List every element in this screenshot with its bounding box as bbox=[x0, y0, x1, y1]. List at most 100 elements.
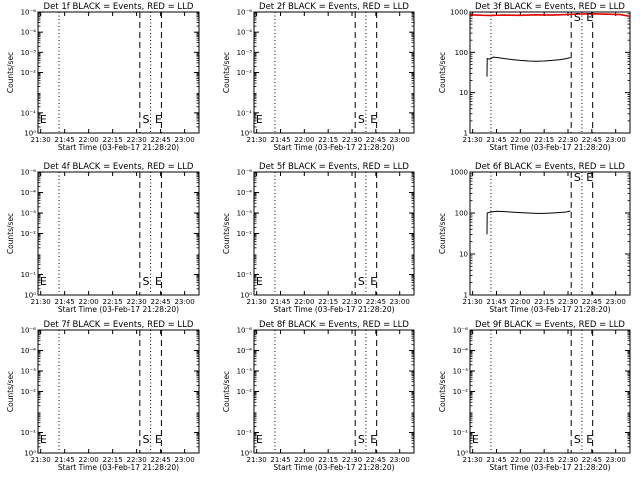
panel-title: Det 9f BLACK = Events, RED = LLD bbox=[475, 320, 625, 330]
interval-marker: E bbox=[370, 433, 377, 446]
plot-frame bbox=[253, 171, 415, 296]
series-line-2 bbox=[469, 12, 631, 18]
interval-marker: E bbox=[40, 113, 47, 126]
y-tick-label: 10⁻⁴ bbox=[237, 189, 253, 197]
y-tick-label: 10 bbox=[459, 251, 468, 259]
x-tick-label: 22:30 bbox=[342, 456, 362, 464]
y-tick-label: 10⁰ bbox=[240, 292, 252, 300]
x-axis-label: Start Time (03-Feb-17 21:28:20) bbox=[273, 463, 394, 472]
x-tick-label: 21:30 bbox=[463, 456, 483, 464]
x-tick-label: 22:00 bbox=[510, 298, 530, 306]
y-tick-label: 1000 bbox=[450, 169, 468, 177]
plot-frame bbox=[253, 329, 415, 454]
y-tick-label: 10⁻³ bbox=[21, 210, 37, 218]
x-tick-label: 22:30 bbox=[127, 136, 147, 144]
x-tick-label: 21:30 bbox=[31, 298, 51, 306]
y-tick-label: 10⁻¹ bbox=[21, 109, 37, 117]
y-tick-label: 10⁻⁶ bbox=[237, 169, 253, 177]
x-tick-label: 22:45 bbox=[582, 298, 602, 306]
x-tick-label: 22:45 bbox=[151, 298, 171, 306]
y-tick-label: 10⁻³ bbox=[237, 210, 253, 218]
x-tick-label: 22:45 bbox=[582, 136, 602, 144]
y-tick-label: 10⁻³ bbox=[21, 49, 37, 57]
y-tick-label: 10⁻³ bbox=[453, 368, 469, 376]
x-tick-label: 22:00 bbox=[510, 136, 530, 144]
interval-marker: E bbox=[155, 433, 162, 446]
x-tick-label: 21:30 bbox=[247, 456, 267, 464]
interval-marker: E bbox=[472, 433, 479, 446]
x-tick-label: 21:45 bbox=[55, 136, 75, 144]
plot-frame bbox=[37, 171, 200, 296]
interval-marker: E bbox=[40, 275, 47, 288]
x-tick-label: 22:45 bbox=[151, 136, 171, 144]
plot-frame bbox=[37, 11, 200, 134]
panel-8: Det 8f BLACK = Events, RED = LLD 21:30 21:… bbox=[222, 320, 415, 472]
interval-marker: E bbox=[155, 113, 162, 126]
x-tick-label: 22:30 bbox=[127, 456, 147, 464]
x-tick-label: 21:45 bbox=[55, 456, 75, 464]
x-tick-label: 21:45 bbox=[270, 136, 290, 144]
x-axis-label: Start Time (03-Feb-17 21:28:20) bbox=[58, 463, 179, 472]
y-tick-label: 10⁰ bbox=[24, 450, 36, 458]
y-tick-label: 10⁻⁴ bbox=[237, 29, 253, 37]
panel-title: Det 2f BLACK = Events, RED = LLD bbox=[259, 2, 409, 12]
interval-marker: S bbox=[358, 433, 365, 446]
interval-marker: E bbox=[40, 433, 47, 446]
x-tick-label: 22:30 bbox=[342, 136, 362, 144]
panel-4: Det 4f BLACK = Events, RED = LLD 21:30 21:… bbox=[6, 162, 200, 314]
x-tick-label: 23:00 bbox=[606, 136, 626, 144]
y-axis-label: Counts/sec bbox=[6, 52, 15, 93]
interval-marker: S bbox=[574, 11, 581, 24]
interval-marker: E bbox=[256, 433, 263, 446]
y-tick-label: 10⁻³ bbox=[237, 368, 253, 376]
plot-frame bbox=[469, 171, 631, 296]
x-axis-label: Start Time (03-Feb-17 21:28:20) bbox=[58, 305, 179, 314]
y-axis-label: Counts/sec bbox=[6, 371, 15, 412]
x-tick-label: 22:00 bbox=[79, 136, 99, 144]
x-tick-label: 21:45 bbox=[270, 456, 290, 464]
interval-marker: E bbox=[586, 11, 593, 24]
y-tick-label: 10⁻² bbox=[21, 388, 37, 396]
x-tick-label: 22:30 bbox=[558, 136, 578, 144]
y-axis-label: Counts/sec bbox=[438, 371, 447, 412]
x-tick-label: 22:45 bbox=[366, 136, 386, 144]
y-tick-label: 10⁻² bbox=[237, 230, 253, 238]
y-tick-label: 100 bbox=[455, 49, 468, 57]
y-tick-label: 10⁻¹ bbox=[237, 429, 253, 437]
y-axis-label: Counts/sec bbox=[222, 213, 231, 254]
x-tick-label: 22:15 bbox=[318, 298, 338, 306]
interval-marker: E bbox=[586, 433, 593, 446]
x-tick-label: 22:30 bbox=[342, 298, 362, 306]
y-tick-label: 10⁻⁶ bbox=[237, 9, 253, 17]
x-tick-label: 23:00 bbox=[175, 136, 195, 144]
panel-title: Det 6f BLACK = Events, RED = LLD bbox=[475, 162, 625, 172]
interval-marker: E bbox=[370, 275, 377, 288]
series-line-1 bbox=[486, 210, 571, 235]
y-tick-label: 10⁰ bbox=[456, 450, 468, 458]
y-tick-label: 10⁻¹ bbox=[21, 429, 37, 437]
x-tick-label: 22:45 bbox=[366, 456, 386, 464]
x-axis-label: Start Time (03-Feb-17 21:28:20) bbox=[58, 143, 179, 152]
interval-marker: E bbox=[256, 275, 263, 288]
y-axis-label: Counts/sec bbox=[6, 213, 15, 254]
x-tick-label: 22:15 bbox=[103, 136, 123, 144]
y-tick-label: 10⁰ bbox=[240, 450, 252, 458]
x-axis-label: Start Time (03-Feb-17 21:28:20) bbox=[273, 143, 394, 152]
y-tick-label: 10⁻⁴ bbox=[453, 347, 469, 355]
x-tick-label: 23:00 bbox=[390, 136, 410, 144]
x-axis-label: Start Time (03-Feb-17 21:28:20) bbox=[489, 305, 610, 314]
x-tick-label: 22:30 bbox=[127, 298, 147, 306]
interval-marker: S bbox=[142, 275, 149, 288]
x-tick-label: 21:30 bbox=[247, 136, 267, 144]
y-tick-label: 10⁻³ bbox=[237, 49, 253, 57]
panel-title: Det 1f BLACK = Events, RED = LLD bbox=[44, 2, 194, 12]
y-axis-label: Counts/sec bbox=[438, 52, 447, 93]
panel-5: Det 5f BLACK = Events, RED = LLD 21:30 21:… bbox=[222, 162, 415, 314]
x-axis-label: Start Time (03-Feb-17 21:28:20) bbox=[489, 143, 610, 152]
x-tick-label: 22:15 bbox=[534, 136, 554, 144]
x-tick-label: 22:45 bbox=[582, 456, 602, 464]
y-tick-label: 10⁻¹ bbox=[21, 271, 37, 279]
x-tick-label: 22:45 bbox=[366, 298, 386, 306]
x-tick-label: 22:00 bbox=[294, 136, 314, 144]
panel-title: Det 8f BLACK = Events, RED = LLD bbox=[259, 320, 409, 330]
